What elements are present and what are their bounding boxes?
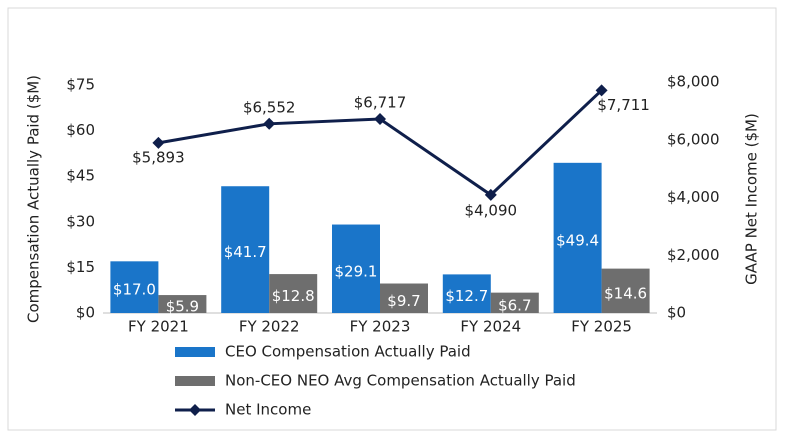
line-marker xyxy=(152,136,165,149)
y-tick-label: $45 xyxy=(66,167,95,185)
bar xyxy=(110,261,159,313)
y2-tick-label: $2,000 xyxy=(667,246,720,264)
y-tick-label: $15 xyxy=(66,258,95,276)
bar xyxy=(380,283,428,313)
bar xyxy=(158,295,207,313)
legend-label: CEO Compensation Actually Paid xyxy=(225,343,471,361)
y2-tick-label: $0 xyxy=(667,304,686,322)
y-tick-label: $0 xyxy=(76,304,95,322)
bar xyxy=(442,274,491,313)
y2-tick-label: $8,000 xyxy=(667,73,720,91)
y2-tick-label: $4,000 xyxy=(667,188,720,206)
y-tick-label: $75 xyxy=(66,76,95,94)
bar xyxy=(490,292,539,313)
x-tick-label: FY 2024 xyxy=(460,318,521,336)
bar xyxy=(601,268,650,313)
x-tick-label: FY 2021 xyxy=(128,318,189,336)
data-label: $12.7 xyxy=(445,287,488,305)
data-label: $17.0 xyxy=(113,281,156,299)
legend-swatch xyxy=(189,404,201,416)
data-label: $6,552 xyxy=(243,98,296,116)
legend-label: Non-CEO NEO Avg Compensation Actually Pa… xyxy=(225,372,576,390)
x-tick-label: FY 2023 xyxy=(350,318,411,336)
data-label: $29.1 xyxy=(335,262,378,280)
bar xyxy=(221,186,270,313)
bar xyxy=(332,224,380,313)
y-axis-title: Compensation Actually Paid ($M) xyxy=(25,75,43,323)
data-label: $6,717 xyxy=(354,94,407,112)
data-label: $7,711 xyxy=(597,96,650,114)
chart-border xyxy=(7,7,777,431)
line-marker xyxy=(374,113,386,126)
bar xyxy=(553,162,602,313)
bar xyxy=(269,274,318,313)
legend-swatch xyxy=(175,347,215,357)
data-label: $49.4 xyxy=(556,231,599,249)
data-label: $14.6 xyxy=(604,284,647,302)
data-label: $41.7 xyxy=(224,243,267,261)
y-tick-label: $30 xyxy=(66,212,95,230)
line-marker xyxy=(484,188,497,201)
legend-label: Net Income xyxy=(225,401,311,419)
x-tick-label: FY 2025 xyxy=(571,318,632,336)
y-tick-label: $60 xyxy=(66,121,95,139)
data-label: $5.9 xyxy=(166,298,199,316)
x-tick-label: FY 2022 xyxy=(239,318,300,336)
y2-tick-label: $6,000 xyxy=(667,130,720,148)
y2-axis-title: GAAP Net Income ($M) xyxy=(743,113,761,285)
data-label: $12.8 xyxy=(272,287,315,305)
line-marker xyxy=(595,84,608,97)
legend-swatch xyxy=(175,376,215,386)
line-marker xyxy=(263,117,276,130)
data-label: $4,090 xyxy=(465,201,518,219)
data-label: $6.7 xyxy=(498,296,531,314)
data-label: $9.7 xyxy=(387,292,420,310)
data-label: $5,893 xyxy=(132,148,185,166)
